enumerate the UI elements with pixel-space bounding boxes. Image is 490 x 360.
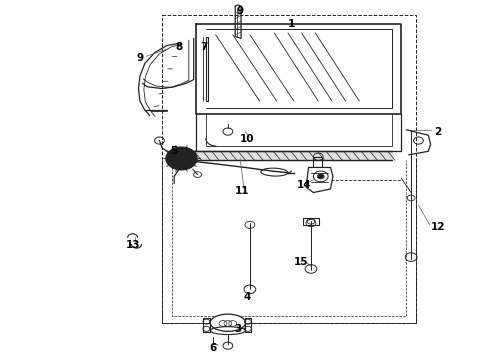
Text: 1: 1 <box>288 19 295 29</box>
Circle shape <box>318 174 324 179</box>
Text: 5: 5 <box>171 146 178 156</box>
Text: 9: 9 <box>136 53 144 63</box>
Circle shape <box>166 147 197 170</box>
Text: 10: 10 <box>240 134 255 144</box>
Text: 6: 6 <box>210 343 217 353</box>
Text: 9: 9 <box>237 6 244 16</box>
Text: 4: 4 <box>244 292 251 302</box>
Text: 14: 14 <box>296 180 311 190</box>
Text: 12: 12 <box>431 222 445 231</box>
Text: 7: 7 <box>200 42 207 52</box>
Text: 2: 2 <box>434 127 441 136</box>
Text: 15: 15 <box>294 257 308 267</box>
Text: 11: 11 <box>235 186 250 196</box>
Ellipse shape <box>210 314 245 331</box>
Text: 8: 8 <box>175 42 183 52</box>
Text: 3: 3 <box>234 324 241 334</box>
Text: 13: 13 <box>125 239 140 249</box>
